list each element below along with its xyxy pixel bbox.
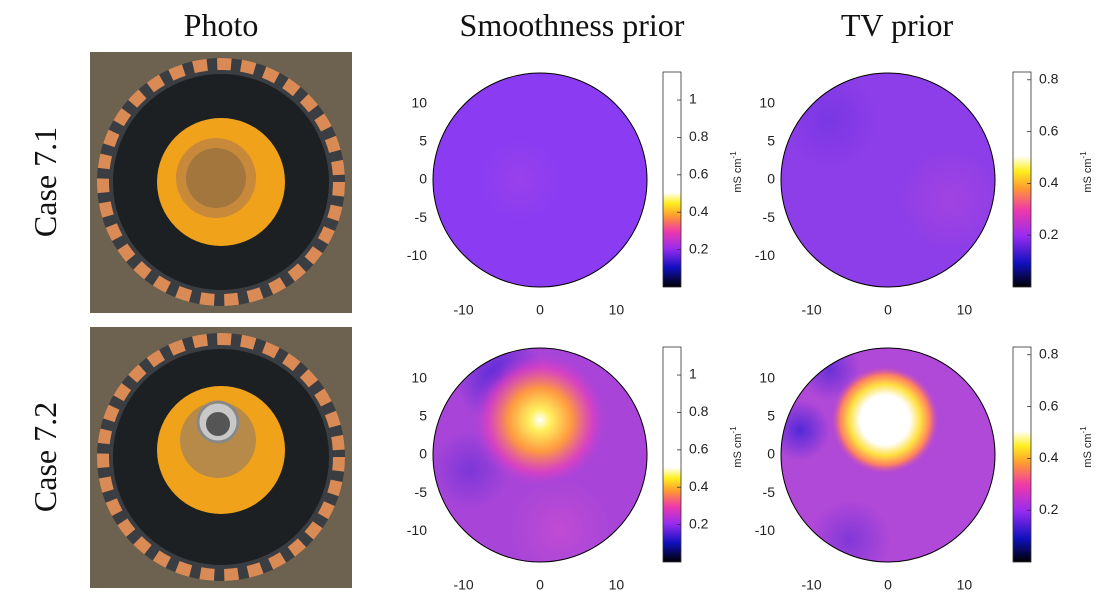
colorbar-tick-label: 0.6 <box>689 441 709 457</box>
colorbar <box>662 71 682 288</box>
x-tick-label: 0 <box>884 302 892 318</box>
y-tick-label: 0 <box>419 171 427 187</box>
y-tick-label: 10 <box>759 369 775 385</box>
colorbar-tick-label: 0.2 <box>689 240 709 256</box>
unit-base: mS cm <box>732 433 744 467</box>
reconstruction <box>433 348 647 562</box>
colorbar-tick-label: 0.6 <box>1039 397 1059 413</box>
x-tick-label: 0 <box>884 577 892 593</box>
y-tick-label: 5 <box>419 407 427 423</box>
colorbar-tick-label: 1 <box>689 91 697 107</box>
column-header: Photo <box>184 7 259 43</box>
photo <box>90 327 352 588</box>
colorbar-tick-label: 0.4 <box>1039 449 1059 465</box>
x-tick-label: -10 <box>801 577 821 593</box>
x-tick-label: 10 <box>609 302 625 318</box>
x-tick-label: 10 <box>957 302 973 318</box>
colorbar-tick-label: 0.8 <box>1039 345 1059 361</box>
x-tick-label: 10 <box>609 577 625 593</box>
x-tick-label: -10 <box>453 577 473 593</box>
reconstruction <box>781 73 995 287</box>
domain-outline <box>780 72 996 288</box>
y-tick-label: 0 <box>419 446 427 462</box>
row-label: Case 7.1 <box>27 127 63 237</box>
colorbar-tick-label: 0.8 <box>689 128 709 144</box>
x-tick-label: -10 <box>801 302 821 318</box>
y-tick-label: 10 <box>411 94 427 110</box>
domain-outline <box>780 347 996 563</box>
colorbar-tick-label: 0.8 <box>689 403 709 419</box>
unit-exponent: -1 <box>729 151 738 159</box>
y-tick-label: -5 <box>763 209 776 225</box>
colorbar-tick-label: 0.8 <box>1039 70 1059 86</box>
colorbar-unit: mS cm-1 <box>729 151 744 193</box>
colorbar-tick-label: 0.6 <box>1039 122 1059 138</box>
photo <box>90 52 352 313</box>
unit-base: mS cm <box>1082 158 1094 192</box>
colorbar <box>1012 71 1032 288</box>
unit-base: mS cm <box>1082 433 1094 467</box>
reconstruction <box>433 73 647 287</box>
y-tick-label: 0 <box>767 446 775 462</box>
x-tick-label: 10 <box>957 577 973 593</box>
y-tick-label: -5 <box>763 484 776 500</box>
colorbar-tick-label: 0.4 <box>689 478 709 494</box>
colorbar-tick-label: 1 <box>689 366 697 382</box>
y-tick-label: -10 <box>755 522 775 538</box>
y-tick-label: 5 <box>419 132 427 148</box>
colorbar <box>662 346 682 563</box>
colorbar-tick-label: 0.2 <box>1039 501 1059 517</box>
y-tick-label: 0 <box>767 171 775 187</box>
unit-exponent: -1 <box>1079 151 1088 159</box>
colorbar-tick-label: 0.4 <box>689 203 709 219</box>
unit-exponent: -1 <box>729 426 738 434</box>
y-tick-label: 10 <box>759 94 775 110</box>
colorbar-unit: mS cm-1 <box>1079 151 1094 193</box>
colorbar <box>1012 346 1032 563</box>
y-tick-label: -5 <box>415 484 428 500</box>
y-tick-label: -5 <box>415 209 428 225</box>
y-tick-label: -10 <box>407 522 427 538</box>
x-tick-label: 0 <box>536 577 544 593</box>
unit-base: mS cm <box>732 158 744 192</box>
y-tick-label: 10 <box>411 369 427 385</box>
reconstruction <box>781 348 995 562</box>
y-tick-label: -10 <box>407 247 427 263</box>
colorbar-tick-label: 0.4 <box>1039 174 1059 190</box>
colorbar-unit: mS cm-1 <box>1079 426 1094 468</box>
unit-exponent: -1 <box>1079 426 1088 434</box>
colorbar-tick-label: 0.6 <box>689 166 709 182</box>
y-tick-label: -10 <box>755 247 775 263</box>
y-tick-label: 5 <box>767 407 775 423</box>
row-label: Case 7.2 <box>27 402 63 512</box>
column-header: TV prior <box>841 7 954 43</box>
column-header: Smoothness prior <box>460 7 685 43</box>
domain-outline <box>432 347 648 563</box>
y-tick-label: 5 <box>767 132 775 148</box>
x-tick-label: 0 <box>536 302 544 318</box>
colorbar-tick-label: 0.2 <box>689 515 709 531</box>
x-tick-label: -10 <box>453 302 473 318</box>
colorbar-tick-label: 0.2 <box>1039 226 1059 242</box>
domain-outline <box>432 72 648 288</box>
colorbar-unit: mS cm-1 <box>729 426 744 468</box>
